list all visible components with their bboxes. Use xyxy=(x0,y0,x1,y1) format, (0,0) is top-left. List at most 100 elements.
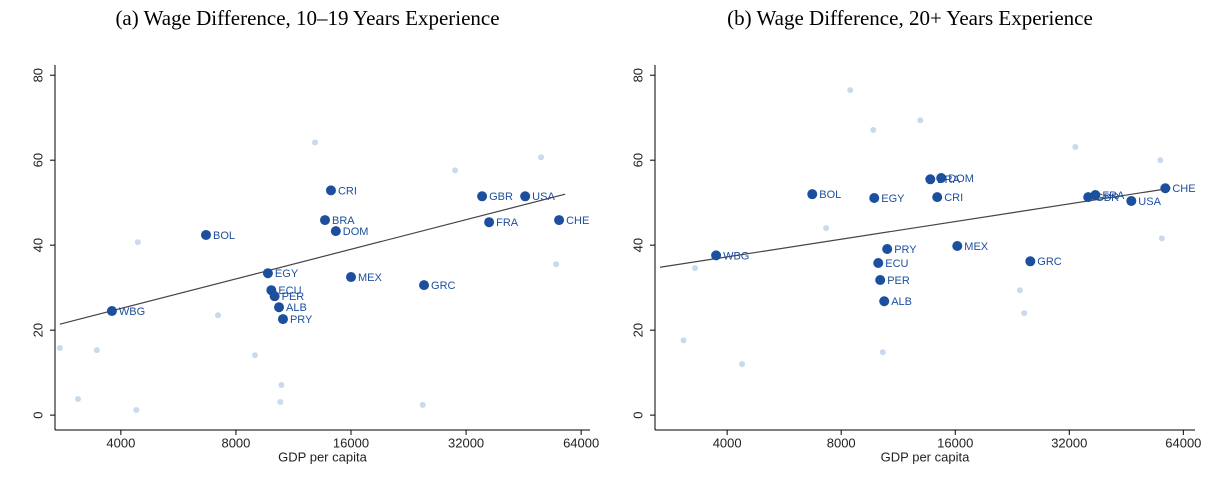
country-point xyxy=(484,217,495,228)
x-axis-title: GDP per capita xyxy=(278,449,367,464)
fit-line xyxy=(59,193,566,325)
country-point xyxy=(1090,190,1101,201)
country-point xyxy=(882,243,893,254)
background-point xyxy=(1157,157,1164,164)
country-label: DOM xyxy=(343,226,369,238)
country-label: CHE xyxy=(566,215,589,227)
country-label: CHE xyxy=(1172,183,1195,195)
country-point xyxy=(419,280,430,291)
x-tick-label: 16000 xyxy=(937,435,973,450)
x-tick-label: 8000 xyxy=(221,435,250,450)
y-tick-label: 20 xyxy=(630,323,645,337)
background-point xyxy=(452,167,459,174)
background-point xyxy=(553,261,560,268)
fit-line xyxy=(659,187,1171,268)
country-label: ECU xyxy=(278,285,301,297)
x-axis-title: GDP per capita xyxy=(881,449,970,464)
background-point xyxy=(1072,144,1079,151)
country-point xyxy=(879,296,890,307)
background-point xyxy=(538,154,545,161)
country-label: GRC xyxy=(1037,256,1062,268)
background-point xyxy=(312,139,319,146)
country-label: FRA xyxy=(496,217,519,229)
country-point xyxy=(330,226,341,237)
background-point xyxy=(847,87,854,94)
country-point xyxy=(1126,195,1137,206)
y-tick-label: 80 xyxy=(30,68,45,82)
country-label: ALB xyxy=(891,296,912,308)
country-point xyxy=(277,314,288,325)
country-label: ALB xyxy=(286,302,307,314)
country-point xyxy=(936,173,947,184)
y-tick-label: 60 xyxy=(30,153,45,167)
background-point xyxy=(1016,287,1023,294)
country-label: MEX xyxy=(964,241,989,253)
country-point xyxy=(932,192,943,203)
x-tick-label: 64000 xyxy=(563,435,599,450)
country-point xyxy=(1160,183,1171,194)
country-point xyxy=(925,174,936,185)
background-point xyxy=(93,347,100,354)
background-point xyxy=(1158,235,1165,242)
country-label: WBG xyxy=(723,250,749,262)
background-point xyxy=(691,265,698,272)
x-tick-label: 4000 xyxy=(713,435,742,450)
country-point xyxy=(554,215,565,226)
country-label: FRA xyxy=(1102,190,1125,202)
country-label: GBR xyxy=(489,191,513,203)
country-label: EGY xyxy=(881,193,905,205)
y-tick-label: 40 xyxy=(30,238,45,252)
country-point xyxy=(477,191,488,202)
country-point xyxy=(269,291,280,302)
country-label: GRC xyxy=(431,280,456,292)
country-point xyxy=(952,241,963,252)
background-point xyxy=(917,117,924,124)
country-point xyxy=(320,215,331,226)
x-tick-label: 32000 xyxy=(1051,435,1087,450)
background-point xyxy=(56,344,63,351)
y-tick-label: 0 xyxy=(630,412,645,419)
x-tick-label: 32000 xyxy=(448,435,484,450)
country-label: DOM xyxy=(948,173,974,185)
chart-title: (b) Wage Difference, 20+ Years Experienc… xyxy=(727,6,1093,30)
country-label: PRY xyxy=(290,314,313,326)
background-point xyxy=(75,395,82,402)
country-point xyxy=(274,302,285,313)
y-tick-label: 60 xyxy=(630,153,645,167)
x-tick-label: 16000 xyxy=(333,435,369,450)
country-point xyxy=(520,191,531,202)
country-label: EGY xyxy=(275,268,299,280)
country-label: USA xyxy=(1138,196,1161,208)
country-label: PRY xyxy=(894,244,917,256)
background-point xyxy=(419,401,426,408)
background-point xyxy=(739,361,746,368)
background-point xyxy=(133,407,140,414)
country-label: MEX xyxy=(358,272,383,284)
background-point xyxy=(251,352,258,359)
x-tick-label: 64000 xyxy=(1165,435,1201,450)
country-label: GBR xyxy=(1095,192,1119,204)
background-point xyxy=(1021,310,1028,317)
background-point xyxy=(277,398,284,405)
country-label: BRA xyxy=(332,215,355,227)
country-point xyxy=(1025,256,1036,267)
country-point xyxy=(807,189,818,200)
country-label: USA xyxy=(532,191,555,203)
country-label: PER xyxy=(887,275,910,287)
country-label: ECU xyxy=(885,258,908,270)
background-point xyxy=(214,312,221,319)
country-point xyxy=(106,306,117,317)
country-label: CRI xyxy=(338,185,357,197)
background-point xyxy=(680,337,687,344)
country-label: BOL xyxy=(819,189,841,201)
y-tick-label: 40 xyxy=(630,238,645,252)
country-point xyxy=(869,192,880,203)
country-point xyxy=(711,250,722,261)
country-point xyxy=(873,258,884,269)
background-point xyxy=(870,127,877,134)
background-point xyxy=(879,349,886,356)
country-point xyxy=(325,185,336,196)
country-label: BOL xyxy=(213,230,235,242)
country-point xyxy=(201,229,212,240)
